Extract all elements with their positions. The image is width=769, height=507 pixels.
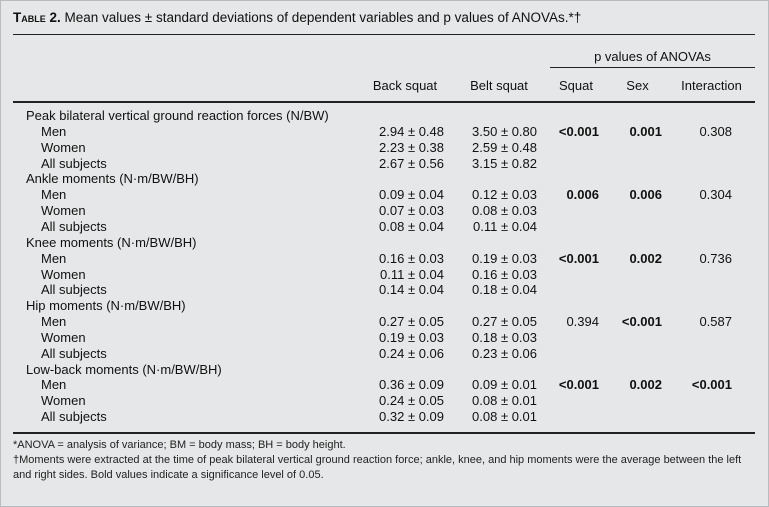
row-label: Men [41,377,67,393]
section-title: Peak bilateral vertical ground reaction … [26,108,329,123]
cell-back: 0.07 ± 0.03 [379,203,444,219]
cell-back: 0.24 ± 0.06 [379,345,444,361]
cell-sex: 0.001 [629,123,662,139]
cell-back: 2.94 ± 0.48 [379,123,444,139]
table-number: Table 2. [13,10,61,25]
section-title: Hip moments (N·m/BW/BH) [26,298,186,314]
col-header-back-squat: Back squat [372,78,438,93]
col-header-interaction: Interaction [681,78,742,93]
cell-interaction: 0.587 [699,314,732,330]
row-label: Men [41,123,67,139]
cell-back: 0.14 ± 0.04 [379,282,444,298]
cell-squat: <0.001 [558,250,599,266]
row-label: All subjects [41,218,107,234]
row-label: Women [41,393,86,409]
cell-sex: 0.006 [629,187,662,203]
row-label: Women [41,329,86,345]
cell-back: 0.08 ± 0.04 [379,218,444,234]
anova-group-header: p values of ANOVAs [594,49,711,64]
bottom-rule [13,432,755,434]
section-title: Low-back moments (N·m/BW/BH) [26,361,222,377]
row-label: Women [41,203,86,219]
cell-back: 0.32 ± 0.09 [379,409,444,425]
cell-interaction: 0.304 [699,187,732,203]
cell-belt: 0.18 ± 0.03 [472,329,537,345]
cell-squat: <0.001 [558,377,599,393]
cell-belt: 3.15 ± 0.82 [472,155,537,171]
cell-interaction: <0.001 [691,377,732,393]
cell-sex: 0.002 [629,377,662,393]
cell-belt: 0.16 ± 0.03 [472,266,537,282]
cell-belt: 0.08 ± 0.03 [472,203,537,219]
row-label: Women [41,266,86,282]
cell-belt: 0.27 ± 0.05 [472,314,537,330]
row-label: Women [41,139,86,155]
cell-back: 2.67 ± 0.56 [379,155,444,171]
cell-belt: 0.11 ± 0.04 [473,218,537,234]
cell-back: 0.36 ± 0.09 [379,377,444,393]
cell-interaction: 0.308 [699,123,732,139]
footnote-2: †Moments were extracted at the time of p… [13,454,742,481]
cell-interaction: 0.736 [699,250,732,266]
cell-belt: 0.12 ± 0.03 [472,187,537,203]
cell-belt: 0.18 ± 0.04 [472,282,537,298]
col-header-sex: Sex [626,78,649,93]
row-label: Men [41,314,67,330]
row-label: Men [41,187,67,203]
row-label: All subjects [41,155,107,171]
cell-belt: 0.23 ± 0.06 [472,345,537,361]
cell-sex: 0.002 [629,250,662,266]
cell-sex: <0.001 [621,314,662,330]
cell-back: 0.19 ± 0.03 [379,329,444,345]
col-header-belt-squat: Belt squat [470,78,528,93]
header-rule [13,101,755,103]
anova-group-rule [550,67,755,68]
cell-belt: 3.50 ± 0.80 [472,123,537,139]
table-caption: Table 2. Mean values ± standard deviatio… [13,10,581,25]
cell-belt: 2.59 ± 0.48 [472,139,537,155]
col-header-squat: Squat [559,78,593,93]
cell-squat: 0.394 [566,314,599,330]
caption-text: Mean values ± standard deviations of dep… [60,10,582,25]
cell-back: 0.16 ± 0.03 [379,250,444,266]
cell-squat: 0.006 [566,187,599,203]
cell-back: 0.24 ± 0.05 [379,393,444,409]
cell-back: 0.27 ± 0.05 [379,314,444,330]
cell-belt: 0.08 ± 0.01 [472,409,537,425]
cell-squat: <0.001 [558,123,599,139]
cell-belt: 0.19 ± 0.03 [472,250,537,266]
section-title: Knee moments (N·m/BW/BH) [26,234,197,250]
row-label: All subjects [41,345,107,361]
cell-belt: 0.08 ± 0.01 [472,393,537,409]
row-label: All subjects [41,409,107,425]
cell-back: 0.11 ± 0.04 [380,266,444,282]
section-title: Ankle moments (N·m/BW/BH) [26,171,199,187]
cell-back: 2.23 ± 0.38 [379,139,444,155]
footnote-1: *ANOVA = analysis of variance; BM = body… [13,439,346,451]
row-label: Men [41,250,67,266]
cell-back: 0.09 ± 0.04 [379,187,444,203]
top-rule [13,34,755,35]
row-label: All subjects [41,282,107,298]
cell-belt: 0.09 ± 0.01 [472,377,537,393]
